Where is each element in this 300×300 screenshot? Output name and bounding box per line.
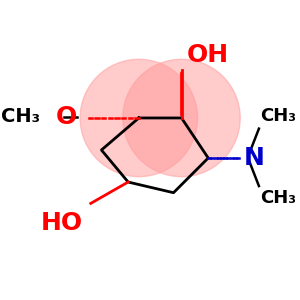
Text: HO: HO xyxy=(40,212,83,236)
Text: O: O xyxy=(56,105,77,129)
Text: N: N xyxy=(244,146,265,170)
Circle shape xyxy=(80,59,197,177)
Text: OH: OH xyxy=(187,43,229,67)
Text: CH₃: CH₃ xyxy=(1,107,40,126)
Circle shape xyxy=(123,59,240,177)
Text: CH₃: CH₃ xyxy=(260,189,296,207)
Text: CH₃: CH₃ xyxy=(260,106,296,124)
